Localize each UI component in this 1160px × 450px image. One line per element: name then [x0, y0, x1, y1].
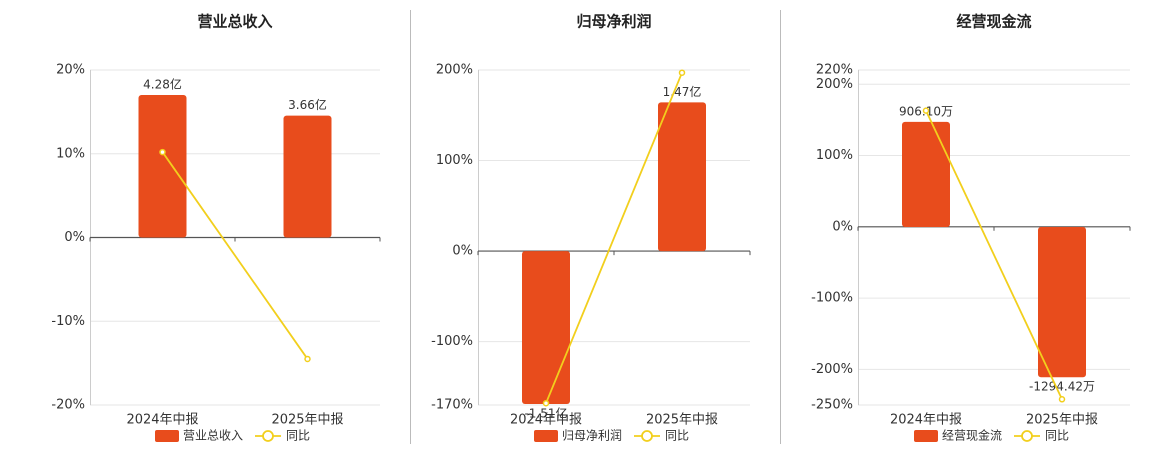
legend-swatch [534, 430, 558, 442]
x-tick-label: 2024年中报 [510, 413, 582, 428]
legend-label: 经营现金流 [942, 428, 1002, 443]
bar [902, 121, 950, 227]
chart-title: 营业总收入 [197, 13, 272, 31]
x-tick-label: 2025年中报 [646, 413, 718, 428]
legend-label: 同比 [286, 429, 310, 443]
legend-label: 营业总收入 [183, 429, 243, 443]
y-tick-label: 0% [452, 244, 473, 259]
bar [138, 94, 187, 238]
y-tick-label: 200% [816, 77, 853, 92]
x-tick-label: 2025年中报 [271, 413, 343, 428]
line-point [1058, 396, 1066, 403]
legend-swatch [914, 430, 938, 442]
line-point [159, 148, 166, 156]
bar [283, 115, 332, 238]
legend-label: 同比 [665, 429, 689, 443]
legend-label: 同比 [1045, 429, 1069, 443]
y-tick-label: 200% [436, 63, 473, 78]
y-tick-label: 0% [832, 219, 853, 234]
line-point [922, 107, 930, 114]
legend-swatch [155, 430, 179, 442]
y-tick-label: 100% [436, 153, 473, 168]
line [545, 72, 683, 404]
legend-marker [1021, 430, 1033, 442]
x-tick-label: 2024年中报 [890, 413, 962, 428]
x-tick-label: 2025年中报 [1026, 413, 1098, 428]
line [161, 151, 309, 360]
line-point [542, 399, 550, 407]
y-tick-label: 10% [56, 146, 85, 161]
y-tick-label: -20% [51, 398, 85, 413]
legend-label: 归母净利润 [562, 429, 622, 443]
y-tick-label: -200% [811, 362, 853, 377]
legend-marker [262, 430, 274, 442]
line-point [304, 355, 311, 363]
data-label: -1294.42万 [1029, 380, 1095, 394]
y-tick-label: -170% [431, 398, 473, 413]
data-label: 4.28亿 [143, 76, 182, 91]
y-tick-label: 20% [56, 63, 85, 78]
line-point [678, 69, 686, 76]
chart-title: 归母净利润 [576, 13, 651, 31]
y-tick-label: 0% [64, 230, 85, 245]
data-label: 1.47亿 [663, 84, 702, 99]
y-tick-label: -100% [431, 334, 473, 349]
data-label: -1.51亿 [524, 405, 567, 420]
y-tick-label: 220% [816, 63, 853, 78]
bar [658, 102, 706, 252]
chart-title: 经营现金流 [956, 13, 1031, 31]
x-tick-label: 2024年中报 [126, 413, 198, 428]
data-label: 3.66亿 [288, 97, 327, 112]
bar [522, 251, 570, 404]
y-tick-label: -10% [51, 314, 85, 329]
y-tick-label: -100% [811, 291, 853, 306]
y-tick-label: 100% [816, 148, 853, 163]
bar [1038, 226, 1086, 378]
line [925, 110, 1063, 400]
legend-marker [641, 430, 653, 442]
y-tick-label: -250% [811, 398, 853, 413]
